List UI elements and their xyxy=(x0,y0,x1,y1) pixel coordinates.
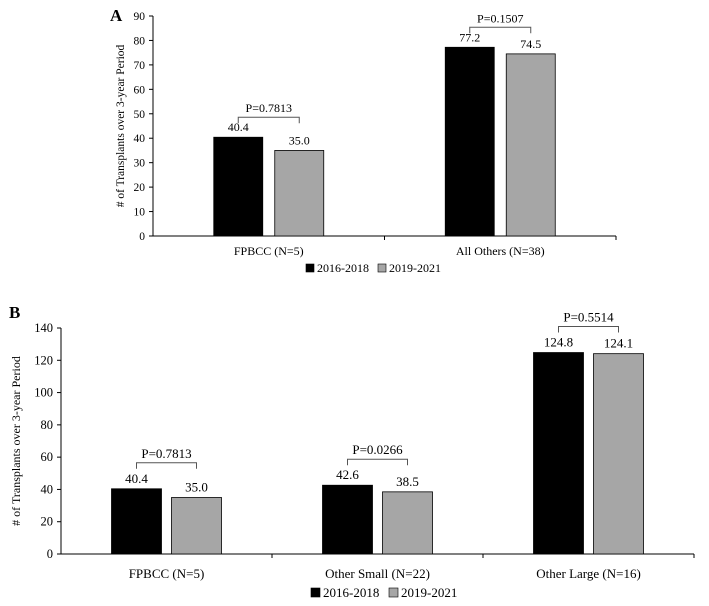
panel-a-y-tick-label: 40 xyxy=(134,133,146,145)
panel-b-legend-swatch-2019-2021 xyxy=(388,587,399,598)
panel-a-y-axis-title: # of Transplants over 3-year Period xyxy=(115,44,127,207)
panel-b-p-bracket xyxy=(347,458,408,466)
panel-b-bar-2019-2021 xyxy=(382,491,433,555)
panel-b-p-value: P=0.5514 xyxy=(563,310,614,325)
panel-a-p-value: P=0.7813 xyxy=(246,101,292,115)
panel-b-p-value: P=0.7813 xyxy=(141,446,191,461)
panel-a-p-bracket xyxy=(237,116,300,124)
panel-b-y-tick-label: 100 xyxy=(34,386,53,400)
panel-a-y-tick-label: 50 xyxy=(134,109,146,121)
panel-b-bar-2016-2018 xyxy=(111,488,162,555)
panel-a-data-label: 74.5 xyxy=(520,37,541,51)
panel-b-p-value: P=0.0266 xyxy=(352,442,403,457)
panel-b-y-tick-label: 140 xyxy=(34,321,53,335)
panel-a-legend-label: 2019-2021 xyxy=(389,261,441,275)
panel-b-data-label: 124.8 xyxy=(544,335,573,350)
panel-b-data-label: 38.5 xyxy=(396,474,419,489)
panel-b-y-tick-label: 80 xyxy=(41,418,54,432)
panel-a-y-tick-label: 10 xyxy=(134,207,146,219)
panel-a-p-bracket xyxy=(469,26,532,34)
panel-b-y-axis-title: # of Transplants over 3-year Period xyxy=(9,356,23,526)
panel-b-y-tick-label: 120 xyxy=(34,353,53,367)
panel-a-y-tick-label: 90 xyxy=(134,11,146,23)
panel-b-p-bracket xyxy=(558,326,619,333)
panel-a-category-label: FPBCC (N=5) xyxy=(234,244,304,258)
panel-b-data-label: 40.4 xyxy=(125,471,148,486)
panel-a-category-label: All Others (N=38) xyxy=(456,244,545,258)
panel-a-letter: A xyxy=(110,6,123,25)
panel-b-bar-2016-2018 xyxy=(533,352,584,555)
panel-a-y-tick-label: 60 xyxy=(134,84,146,96)
panel-a-data-label: 40.4 xyxy=(228,120,249,134)
panel-a-p-value: P=0.1507 xyxy=(477,11,523,25)
panel-b-category-label: Other Large (N=16) xyxy=(536,566,641,581)
panel-a-bar-2019-2021 xyxy=(505,53,556,237)
panel-b-bar-2019-2021 xyxy=(171,497,222,555)
panel-a-bar-2016-2018 xyxy=(213,136,264,237)
panel-a-data-label: 77.2 xyxy=(459,30,480,44)
panel-a-y-tick-label: 70 xyxy=(134,60,146,72)
panel-a-bar-2016-2018 xyxy=(444,46,495,237)
panel-b-bar-2016-2018 xyxy=(322,484,373,555)
panel-b-legend-swatch-2016-2018 xyxy=(310,587,321,598)
panel-a-y-tick-label: 30 xyxy=(134,158,146,170)
panel-a-legend-swatch-2019-2021 xyxy=(377,263,387,273)
panel-b-category-label: FPBCC (N=5) xyxy=(129,566,205,581)
panel-b-data-label: 42.6 xyxy=(336,467,359,482)
panel-b-y-tick-label: 60 xyxy=(41,450,54,464)
panel-a-y-tick-label: 80 xyxy=(134,35,146,47)
panel-a-bar-2019-2021 xyxy=(274,150,325,237)
panel-b-bar-2019-2021 xyxy=(593,353,644,555)
panel-b-data-label: 124.1 xyxy=(604,336,633,351)
panel-a-data-label: 35.0 xyxy=(289,133,310,147)
panel-b-y-tick-label: 0 xyxy=(47,547,53,561)
panel-b-data-label: 35.0 xyxy=(185,480,208,495)
panel-a-y-tick-label: 20 xyxy=(134,182,146,194)
panel-a-y-tick-label: 0 xyxy=(139,231,145,243)
panel-b-letter: B xyxy=(9,303,20,322)
panel-b-legend-label: 2016-2018 xyxy=(323,585,379,600)
panel-a-legend-label: 2016-2018 xyxy=(317,261,369,275)
panel-b-legend-label: 2019-2021 xyxy=(401,585,457,600)
panel-b-y-tick-label: 20 xyxy=(41,515,54,529)
panel-b-category-label: Other Small (N=22) xyxy=(325,566,430,581)
panel-b-p-bracket xyxy=(136,462,197,469)
panel-a-legend-swatch-2016-2018 xyxy=(305,263,315,273)
panel-b-y-tick-label: 40 xyxy=(41,482,54,496)
